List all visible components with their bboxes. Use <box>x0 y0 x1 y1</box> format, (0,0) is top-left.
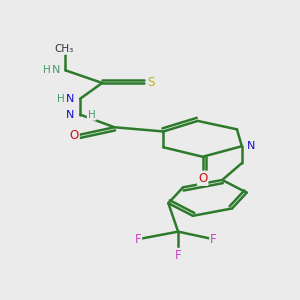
Text: O: O <box>69 129 79 142</box>
Text: F: F <box>134 232 141 245</box>
Text: F: F <box>175 249 181 262</box>
Text: O: O <box>198 172 207 185</box>
Text: S: S <box>147 76 154 89</box>
Text: N: N <box>51 65 60 75</box>
Text: H: H <box>88 110 96 120</box>
Text: H: H <box>43 65 51 75</box>
Text: N: N <box>66 110 74 120</box>
Text: N: N <box>247 141 255 151</box>
Text: H: H <box>57 94 65 104</box>
Text: F: F <box>210 232 217 245</box>
Text: CH₃: CH₃ <box>55 44 74 54</box>
Text: N: N <box>66 94 74 104</box>
